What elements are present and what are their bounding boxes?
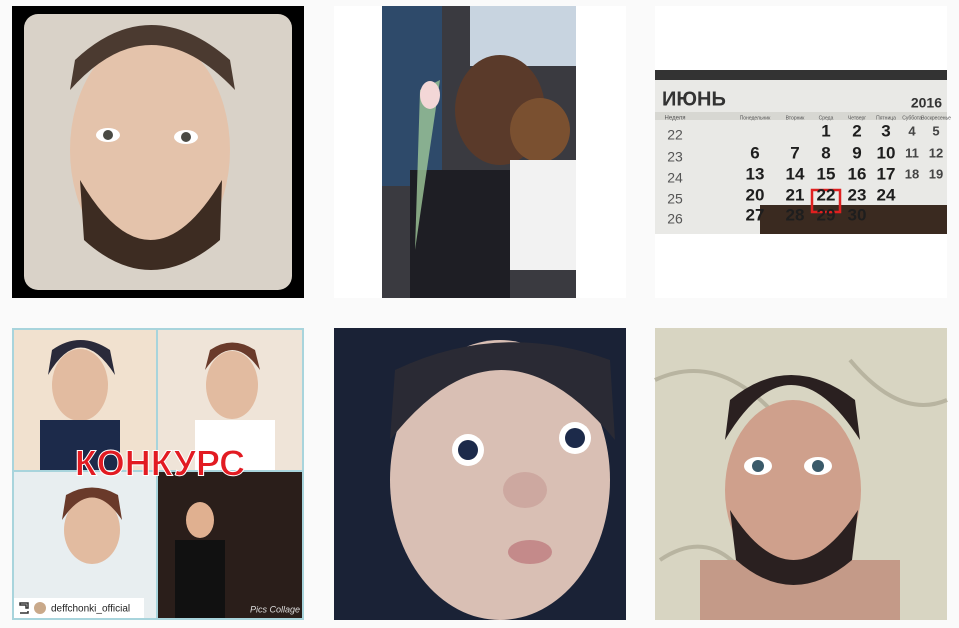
calendar-year: 2016 bbox=[911, 95, 942, 111]
post-tile[interactable] bbox=[334, 6, 626, 298]
day-number: 28 bbox=[786, 205, 805, 224]
week-number: 25 bbox=[667, 191, 683, 207]
day-number: 1 bbox=[821, 121, 830, 140]
calendar-month: ИЮНЬ bbox=[662, 88, 726, 110]
day-number: 18 bbox=[905, 166, 919, 181]
day-number: 30 bbox=[848, 205, 867, 224]
weekday-label: Суббота bbox=[902, 115, 922, 121]
day-number: 27 bbox=[746, 205, 765, 224]
collage-headline: КОНКУРС bbox=[75, 443, 245, 484]
day-number: 20 bbox=[746, 185, 765, 204]
week-number: 22 bbox=[667, 127, 683, 143]
day-number: 14 bbox=[786, 164, 805, 183]
day-number: 3 bbox=[881, 121, 890, 140]
weekday-label: Пятница bbox=[876, 115, 896, 121]
post-tile[interactable] bbox=[12, 6, 304, 298]
weekday-label: Среда bbox=[819, 115, 834, 121]
weekday-label: Понедельник bbox=[740, 115, 771, 121]
day-number: 21 bbox=[786, 185, 805, 204]
day-number: 17 bbox=[877, 164, 896, 183]
day-number: 8 bbox=[821, 143, 830, 162]
watermark: Pics Collage bbox=[250, 604, 300, 614]
weekday-label: Вторник bbox=[786, 115, 806, 121]
day-number: 22 bbox=[817, 185, 836, 204]
day-number: 13 bbox=[746, 164, 765, 183]
post-tile[interactable]: КОНКУРС deffchonki_official Pics Collage bbox=[12, 328, 304, 620]
day-number: 16 bbox=[848, 164, 867, 183]
weekday-label: Четверг bbox=[848, 115, 866, 121]
day-number: 5 bbox=[932, 123, 939, 138]
day-number: 7 bbox=[790, 143, 799, 162]
day-number: 6 bbox=[750, 143, 759, 162]
day-number: 24 bbox=[877, 185, 896, 204]
repost-user: deffchonki_official bbox=[51, 604, 130, 615]
week-header: Неделя bbox=[665, 116, 686, 122]
repost-bar bbox=[14, 598, 144, 618]
day-number: 11 bbox=[905, 145, 919, 160]
post-tile[interactable] bbox=[334, 328, 626, 620]
day-number: 29 bbox=[817, 205, 836, 224]
day-number: 23 bbox=[848, 185, 867, 204]
day-number: 19 bbox=[929, 166, 943, 181]
day-number: 9 bbox=[852, 143, 861, 162]
day-number: 15 bbox=[817, 164, 836, 183]
day-number: 4 bbox=[908, 123, 916, 138]
week-number: 24 bbox=[667, 170, 683, 186]
weekday-label: Воскресенье bbox=[921, 115, 951, 121]
week-number: 26 bbox=[667, 211, 683, 227]
post-tile[interactable] bbox=[654, 328, 948, 620]
week-number: 23 bbox=[667, 149, 683, 165]
day-number: 2 bbox=[852, 121, 861, 140]
day-number: 12 bbox=[929, 145, 943, 160]
day-number: 10 bbox=[877, 143, 896, 162]
post-tile[interactable]: ИЮНЬ 2016 Неделя Понедельник Вторник Среда… bbox=[655, 6, 951, 298]
